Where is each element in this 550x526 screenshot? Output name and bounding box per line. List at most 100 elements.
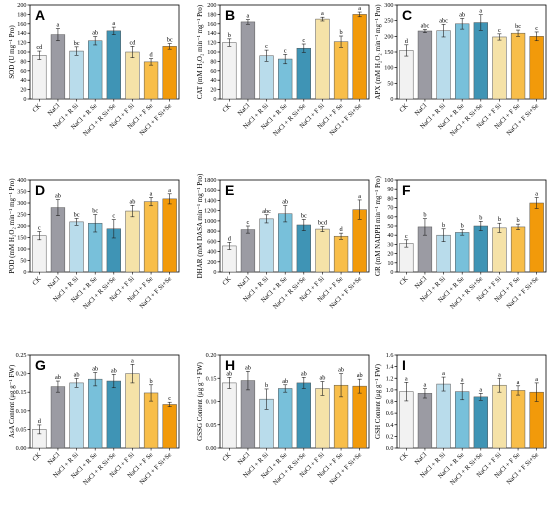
y-tick-label: 0 (390, 269, 393, 276)
y-tick-label: 40 (210, 77, 216, 84)
panel-a: A 0 20 40 60 80 100 120 140 160 180 200 SOD (U mg⁻¹ … (8, 2, 180, 138)
significance-letter: cd (129, 39, 136, 46)
significance-letter: ab (129, 198, 135, 205)
significance-letter: ab (245, 364, 251, 371)
x-tick-label: CK (398, 275, 410, 287)
bar (315, 388, 330, 449)
bar (278, 213, 293, 273)
bar (455, 391, 470, 449)
bar (399, 243, 414, 273)
y-tick-label: 0.4 (386, 422, 394, 429)
y-axis-label: CAT (mM H₂O₂ min⁻¹ mg⁻¹ Pro) (196, 4, 204, 99)
y-tick-label: 250 (384, 18, 393, 25)
significance-letter: a (168, 187, 171, 194)
y-tick-label: 0.25 (16, 352, 27, 359)
significance-letter: a (321, 10, 324, 17)
bar (473, 396, 488, 449)
significance-letter: b (498, 216, 501, 223)
bar (399, 50, 414, 100)
significance-letter: bc (74, 211, 80, 218)
significance-letter: a (112, 20, 115, 27)
bar (352, 14, 367, 100)
bar (417, 393, 433, 449)
y-tick-label: 160 (207, 21, 216, 28)
y-tick-label: 100 (384, 177, 393, 184)
x-tick-label: NaCl (47, 275, 62, 290)
bar (296, 382, 311, 449)
y-tick-label: 30 (387, 241, 393, 248)
significance-letter: abc (421, 22, 430, 29)
y-tick-label: 0.2 (386, 433, 394, 440)
significance-letter: ab (55, 193, 61, 200)
significance-letter: a (358, 5, 361, 12)
y-tick-label: 1.0 (386, 387, 394, 394)
significance-letter: c (535, 25, 538, 32)
significance-letter: abc (262, 208, 271, 215)
y-tick-label: 0 (23, 96, 26, 103)
y-tick-label: 50 (387, 80, 393, 87)
significance-letter: d (228, 235, 232, 242)
y-tick-label: 0.10 (206, 399, 217, 406)
bar (473, 22, 488, 100)
y-tick-label: 60 (387, 214, 393, 221)
y-tick-label: 1.2 (386, 375, 394, 382)
bar (162, 198, 177, 273)
significance-letter: b (516, 217, 519, 224)
significance-letter: a (247, 13, 250, 20)
y-axis-label: GSH Content (μg g⁻¹ FW) (374, 363, 382, 439)
y-tick-label: 20 (210, 87, 216, 94)
y-tick-label: 200 (17, 2, 26, 9)
y-tick-label: 90 (387, 186, 393, 193)
significance-letter: b (423, 212, 426, 219)
significance-letter: ab (282, 378, 288, 385)
y-tick-label: 60 (20, 68, 26, 75)
significance-letter: ab (92, 365, 98, 372)
bar (296, 47, 311, 100)
x-tick-label: CK (31, 275, 43, 287)
significance-letter: bc (167, 37, 173, 44)
y-tick-label: 40 (387, 232, 393, 239)
y-tick-label: 20 (20, 87, 26, 94)
x-tick-label: CK (221, 102, 233, 114)
x-tick-label: NaCl (47, 102, 62, 117)
y-tick-label: 0.05 (16, 426, 27, 433)
y-tick-label: 80 (210, 58, 216, 65)
y-tick-label: 0.00 (206, 445, 217, 452)
x-tick-label: CK (31, 102, 43, 114)
bar (473, 225, 488, 273)
panel-letter: D (35, 182, 45, 198)
significance-letter: a (57, 22, 60, 29)
y-tick-label: 100 (384, 65, 393, 72)
significance-letter: ab (92, 29, 98, 36)
y-tick-label: 150 (384, 49, 393, 56)
y-tick-label: 0.8 (386, 399, 394, 406)
panel-letter: H (225, 357, 235, 373)
y-tick-label: 70 (387, 205, 393, 212)
y-tick-label: 120 (17, 40, 26, 47)
y-tick-label: 80 (20, 58, 26, 65)
bar (125, 51, 140, 100)
y-tick-label: 250 (17, 212, 26, 219)
y-tick-label: 200 (207, 2, 216, 9)
significance-letter: ab (226, 370, 232, 377)
y-tick-label: 1200 (204, 208, 216, 215)
y-tick-label: 0.6 (386, 410, 394, 417)
bar (510, 226, 526, 273)
y-tick-label: 800 (207, 228, 216, 235)
bar (69, 382, 84, 449)
significance-letter: c (302, 37, 305, 44)
bar (50, 386, 66, 449)
bar (162, 46, 177, 100)
y-axis-label: GSSG Content (μg g⁻¹ FW) (196, 361, 204, 440)
significance-letter: cd (36, 44, 43, 51)
y-tick-label: 140 (17, 30, 26, 37)
bar (333, 235, 349, 273)
bar (259, 55, 274, 100)
x-tick-label: NaCl (237, 275, 252, 290)
y-tick-label: 0.00 (16, 445, 27, 452)
plot-frame (219, 179, 370, 273)
